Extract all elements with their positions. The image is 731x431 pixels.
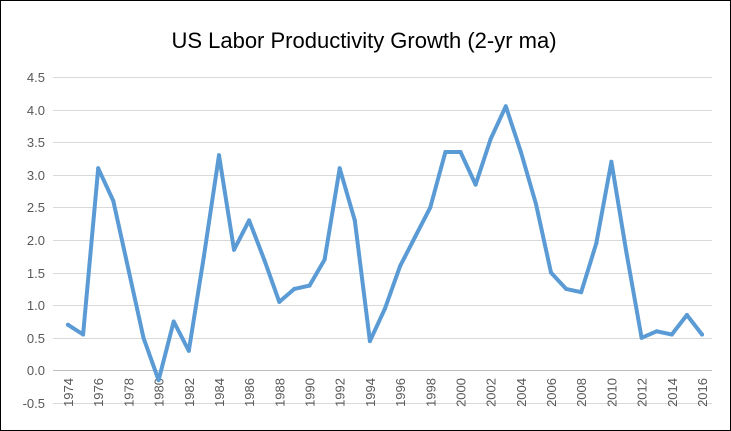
x-tick-label: 2014 bbox=[665, 378, 680, 407]
data-point bbox=[96, 166, 101, 171]
x-tick-label: 1992 bbox=[333, 378, 348, 407]
data-point bbox=[141, 335, 146, 340]
data-point bbox=[443, 150, 448, 154]
x-tick-label: 1986 bbox=[242, 378, 257, 407]
data-point bbox=[700, 332, 704, 337]
data-point bbox=[307, 283, 312, 288]
data-point bbox=[518, 150, 523, 154]
x-axis: 1974 1976 1978 1980 1982 1984 1986 1988 1990 1992… bbox=[61, 378, 710, 407]
series-line bbox=[66, 104, 704, 383]
y-tick-label: 3.0 bbox=[27, 168, 45, 183]
x-tick-label: 2000 bbox=[453, 378, 468, 407]
x-tick-label: 1988 bbox=[272, 378, 287, 407]
data-point bbox=[262, 257, 267, 262]
data-point bbox=[549, 270, 553, 275]
y-tick-label: 1.0 bbox=[27, 298, 45, 313]
data-point bbox=[337, 166, 342, 171]
y-tick-label: 4.0 bbox=[27, 103, 45, 118]
y-tick-label: 2.0 bbox=[27, 233, 45, 248]
x-tick-label: 1980 bbox=[152, 378, 167, 407]
data-point bbox=[277, 299, 282, 304]
y-tick-label: 0.5 bbox=[27, 331, 45, 346]
data-point bbox=[292, 286, 297, 291]
data-point bbox=[111, 198, 116, 203]
data-point bbox=[534, 202, 538, 207]
x-tick-label: 2016 bbox=[695, 378, 710, 407]
data-point bbox=[217, 153, 221, 158]
x-tick-label: 2010 bbox=[604, 378, 619, 407]
data-point bbox=[156, 378, 161, 383]
x-tick-label: 1974 bbox=[61, 378, 76, 407]
data-point bbox=[322, 257, 327, 262]
data-point bbox=[171, 319, 176, 324]
y-tick-label: 0.0 bbox=[27, 363, 45, 378]
x-tick-label: 1998 bbox=[423, 378, 438, 407]
data-point bbox=[654, 329, 659, 334]
x-tick-label: 1978 bbox=[121, 378, 136, 407]
series-layer bbox=[66, 104, 704, 383]
data-point bbox=[201, 254, 206, 259]
data-point bbox=[428, 205, 433, 210]
data-point bbox=[352, 218, 357, 223]
x-tick-label: 1982 bbox=[182, 378, 197, 407]
x-tick-label: 1994 bbox=[363, 378, 378, 407]
data-point bbox=[624, 251, 629, 255]
data-point bbox=[669, 332, 674, 337]
data-point bbox=[579, 290, 584, 295]
data-point bbox=[186, 348, 191, 353]
data-point bbox=[247, 218, 252, 223]
y-tick-label: 2.5 bbox=[27, 200, 45, 215]
x-tick-label: 2006 bbox=[544, 378, 559, 407]
data-point bbox=[66, 322, 70, 327]
data-point bbox=[684, 313, 689, 317]
data-point bbox=[413, 234, 418, 239]
chart-title: US Labor Productivity Growth (2-yr ma) bbox=[171, 28, 556, 53]
data-point bbox=[81, 332, 86, 337]
data-point bbox=[367, 339, 372, 344]
y-tick-label: 4.5 bbox=[27, 70, 45, 85]
x-tick-label: 1996 bbox=[393, 378, 408, 407]
data-point bbox=[639, 335, 644, 340]
data-point bbox=[383, 306, 387, 311]
data-point bbox=[232, 247, 236, 252]
y-tick-label: -0.5 bbox=[23, 396, 45, 411]
x-tick-label: 1976 bbox=[91, 378, 106, 407]
x-tick-label: 2008 bbox=[574, 378, 589, 407]
data-point bbox=[609, 159, 614, 164]
data-point bbox=[594, 241, 599, 246]
data-point bbox=[398, 264, 403, 269]
y-tick-label: 3.5 bbox=[27, 135, 45, 150]
x-tick-label: 1984 bbox=[212, 378, 227, 407]
data-point bbox=[564, 286, 569, 291]
gridlines bbox=[53, 77, 712, 404]
x-tick-label: 2012 bbox=[635, 378, 650, 407]
data-point bbox=[126, 267, 131, 272]
x-tick-label: 2004 bbox=[514, 378, 529, 407]
data-point bbox=[503, 104, 508, 109]
y-axis: 4.5 4.0 3.5 3.0 2.5 2.0 1.5 1.0 0.5 0.0 -0.5 bbox=[23, 70, 45, 411]
data-point bbox=[488, 136, 493, 141]
data-point bbox=[473, 182, 478, 187]
data-point bbox=[458, 150, 463, 154]
x-tick-label: 1990 bbox=[303, 378, 318, 407]
y-tick-label: 1.5 bbox=[27, 266, 45, 281]
x-tick-label: 2002 bbox=[484, 378, 499, 407]
